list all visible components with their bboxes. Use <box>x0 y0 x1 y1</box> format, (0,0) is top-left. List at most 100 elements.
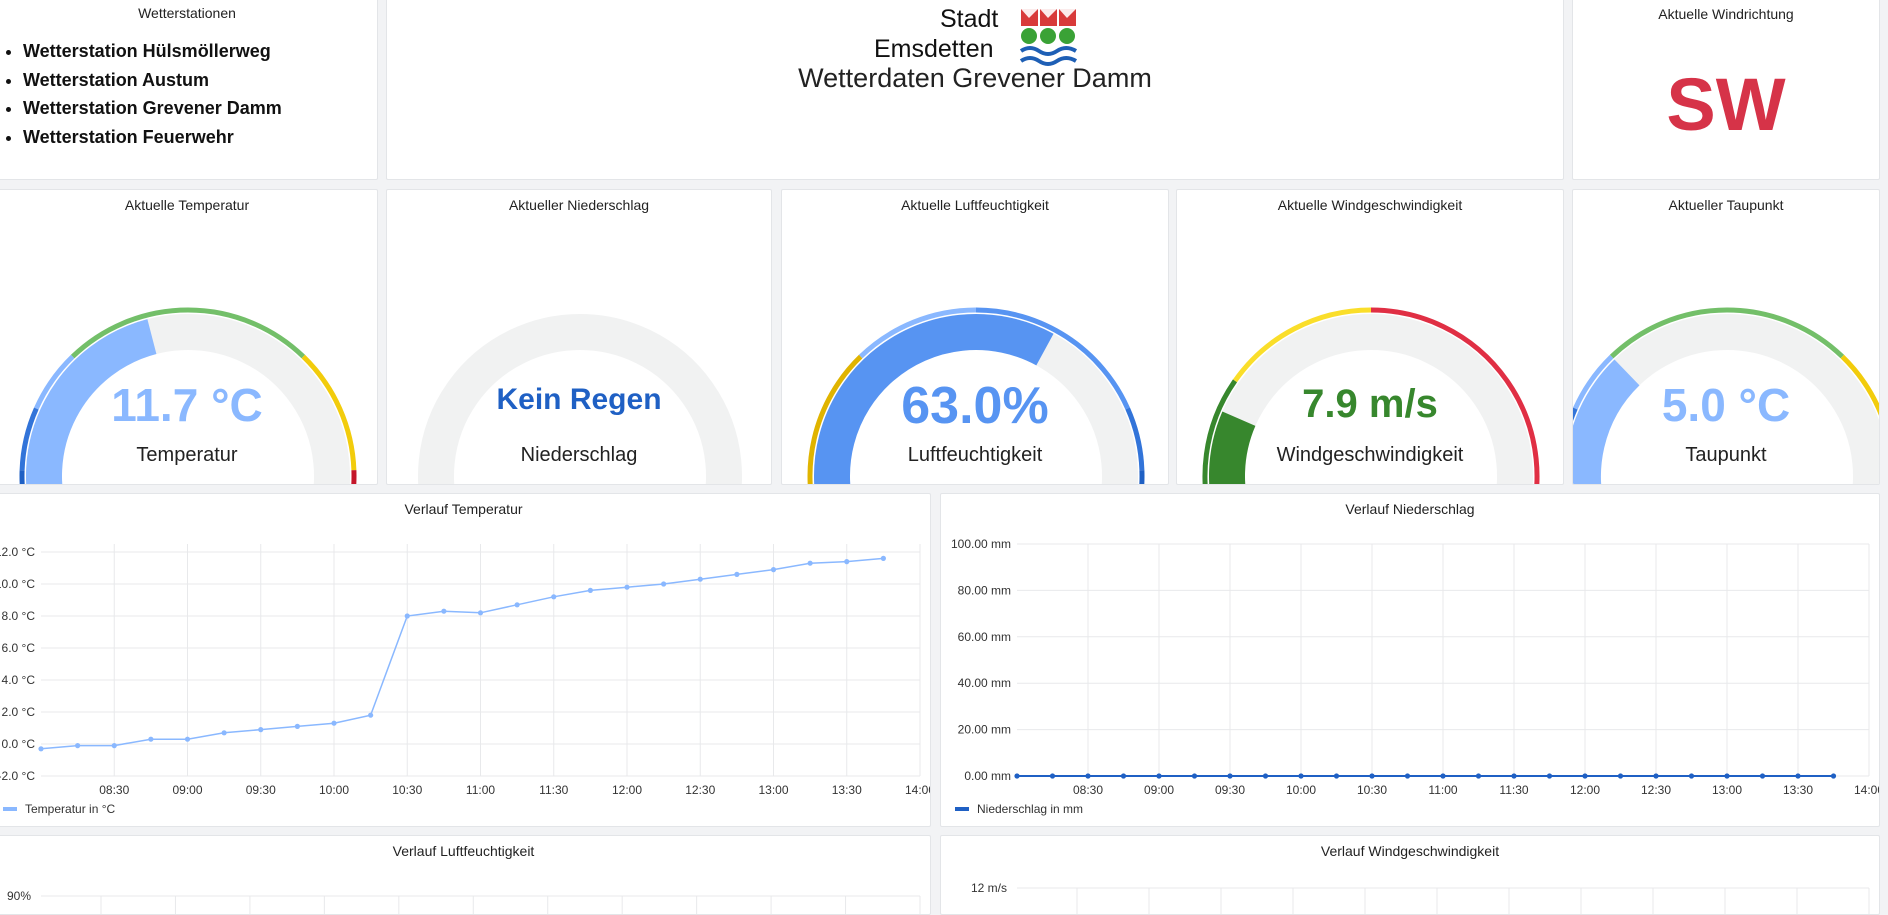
data-point <box>184 736 191 742</box>
stations-panel: Wetterstationen Wetterstation Hülsmöller… <box>0 0 378 180</box>
y-tick-label: 20.00 mm <box>958 723 1011 737</box>
gauge-threshold-arc <box>1139 470 1145 484</box>
station-link-huelsmoellerweg[interactable]: Wetterstation Hülsmöllerweg <box>23 37 282 66</box>
x-tick-label: 08:30 <box>1073 783 1103 797</box>
dewpoint-gauge-title: Aktueller Taupunkt <box>1668 197 1784 213</box>
dewpoint-value: 5.0 °C <box>1661 379 1791 431</box>
gauge-threshold-arc <box>975 307 1130 410</box>
data-point <box>368 712 374 718</box>
logo-flags <box>1021 9 1076 26</box>
y-tick-label: 40.00 mm <box>958 676 1011 690</box>
windspeed-chart-panel: Verlauf Windgeschwindigkeit 12 m/s <box>940 835 1880 915</box>
gauge-track <box>418 314 742 484</box>
temperature-gauge-title: Aktuelle Temperatur <box>124 197 250 213</box>
temperature-legend-label: Temperatur in °C <box>25 802 116 816</box>
station-link-grevener-damm[interactable]: Wetterstation Grevener Damm <box>23 94 282 123</box>
windspeed-gauge-title: Aktuelle Windgeschwindigkeit <box>1277 197 1463 213</box>
gauge-threshold-arc <box>19 407 39 471</box>
x-tick-label: 10:30 <box>1357 783 1387 797</box>
precipitation-gauge-title: Aktueller Niederschlag <box>508 197 650 213</box>
y-tick-label: 10.0 °C <box>0 577 35 591</box>
data-point <box>1227 773 1233 779</box>
humidity-gauge-panel: Aktuelle Luftfeuchtigkeit 63.0% Luftfeuc… <box>781 189 1169 485</box>
windspeed-chart: 12 m/s <box>971 881 1870 914</box>
y-tick-label: 8.0 °C <box>2 609 36 623</box>
humidity-gauge-title: Aktuelle Luftfeuchtigkeit <box>901 197 1049 213</box>
data-point <box>1333 773 1340 779</box>
x-tick-label: 10:30 <box>392 783 422 797</box>
windspeed-label: Windgeschwindigkeit <box>1276 444 1464 466</box>
temperature-chart: -2.0 °C 0.0 °C 2.0 °C 4.0 °C 6.0 °C 8.0 °C 10.… <box>0 544 930 797</box>
data-point <box>624 584 630 590</box>
data-point <box>770 567 777 573</box>
x-tick-label: 09:00 <box>1144 783 1174 797</box>
data-point <box>75 743 81 749</box>
data-point <box>1795 773 1801 779</box>
data-point <box>441 608 447 614</box>
y-tick-label: 12.0 °C <box>0 545 35 559</box>
humidity-value: 63.0% <box>901 377 1049 435</box>
data-point <box>734 571 740 577</box>
gauge-value-arc <box>26 319 157 484</box>
data-point <box>807 560 813 566</box>
x-tick-label: 09:00 <box>172 783 202 797</box>
logo-text-stadt: Stadt <box>940 5 999 33</box>
dewpoint-gauge <box>1573 307 1879 484</box>
precipitation-chart: 0.00 mm 20.00 mm 40.00 mm 60.00 mm 80.00 mm 1… <box>951 537 1879 797</box>
precipitation-gauge-panel: Aktueller Niederschlag Kein Regen Nieder… <box>386 189 772 485</box>
x-tick-label: 13:00 <box>1712 783 1742 797</box>
data-point <box>551 594 557 600</box>
x-tick-label: 09:30 <box>1215 783 1245 797</box>
humidity-gauge <box>807 307 1145 484</box>
y-tick-label: 80.00 mm <box>958 583 1011 597</box>
temperature-chart-title: Verlauf Temperatur <box>404 501 523 517</box>
logo-circles <box>1021 28 1075 44</box>
data-point <box>1369 773 1375 779</box>
precipitation-label: Niederschlag <box>520 444 638 466</box>
gauge-value-arc <box>814 314 1054 484</box>
data-point <box>844 559 850 565</box>
y-tick-label: -2.0 °C <box>0 769 35 783</box>
x-tick-label: 12:30 <box>685 783 715 797</box>
station-link-feuerwehr[interactable]: Wetterstation Feuerwehr <box>23 123 282 152</box>
stations-title: Wetterstationen <box>138 5 236 21</box>
humidity-chart-title: Verlauf Luftfeuchtigkeit <box>392 843 535 859</box>
temperature-legend[interactable]: Temperatur in °C <box>3 802 115 816</box>
data-point <box>1085 773 1091 779</box>
page-subtitle: Wetterdaten Grevener Damm <box>798 63 1152 93</box>
x-tick-label: 12:30 <box>1641 783 1671 797</box>
data-point <box>880 555 886 561</box>
dewpoint-label: Taupunkt <box>1685 444 1767 466</box>
gauge-threshold-arc <box>1125 407 1145 471</box>
y-tick-label: 60.00 mm <box>958 630 1011 644</box>
x-tick-label: 13:30 <box>1783 783 1813 797</box>
data-point <box>258 727 264 733</box>
gauge-threshold-arc <box>1609 307 1845 359</box>
humidity-label: Luftfeuchtigkeit <box>907 444 1043 466</box>
gauge-threshold-arc <box>70 307 306 359</box>
precipitation-chart-title: Verlauf Niederschlag <box>1345 501 1475 517</box>
logo-waves <box>1019 46 1078 66</box>
wind-direction-panel: Aktuelle Windrichtung SW <box>1572 0 1880 180</box>
gauge-threshold-arc <box>1573 354 1614 410</box>
data-point <box>477 610 484 616</box>
windspeed-gauge-panel: Aktuelle Windgeschwindigkeit 7.9 m/s Win… <box>1176 189 1564 485</box>
gauge-threshold-arc <box>1232 307 1372 383</box>
temperature-value: 11.7 °C <box>111 379 263 431</box>
gauge-threshold-arc <box>301 354 357 471</box>
data-point <box>1475 773 1482 779</box>
city-logo-icon <box>1019 9 1078 66</box>
x-tick-label: 12:00 <box>612 783 642 797</box>
data-point <box>1049 773 1056 779</box>
x-tick-label: 13:00 <box>758 783 788 797</box>
x-tick-label: 08:30 <box>99 783 129 797</box>
precipitation-legend[interactable]: Niederschlag in mm <box>955 802 1083 816</box>
x-tick-label: 10:00 <box>319 783 349 797</box>
precipitation-legend-label: Niederschlag in mm <box>977 802 1084 816</box>
data-point <box>148 736 154 742</box>
data-point <box>1653 773 1659 779</box>
y-tick-label: 12 m/s <box>971 881 1007 895</box>
y-tick-label: 2.0 °C <box>2 705 36 719</box>
station-link-austum[interactable]: Wetterstation Austum <box>23 66 282 95</box>
data-point <box>1511 773 1517 779</box>
